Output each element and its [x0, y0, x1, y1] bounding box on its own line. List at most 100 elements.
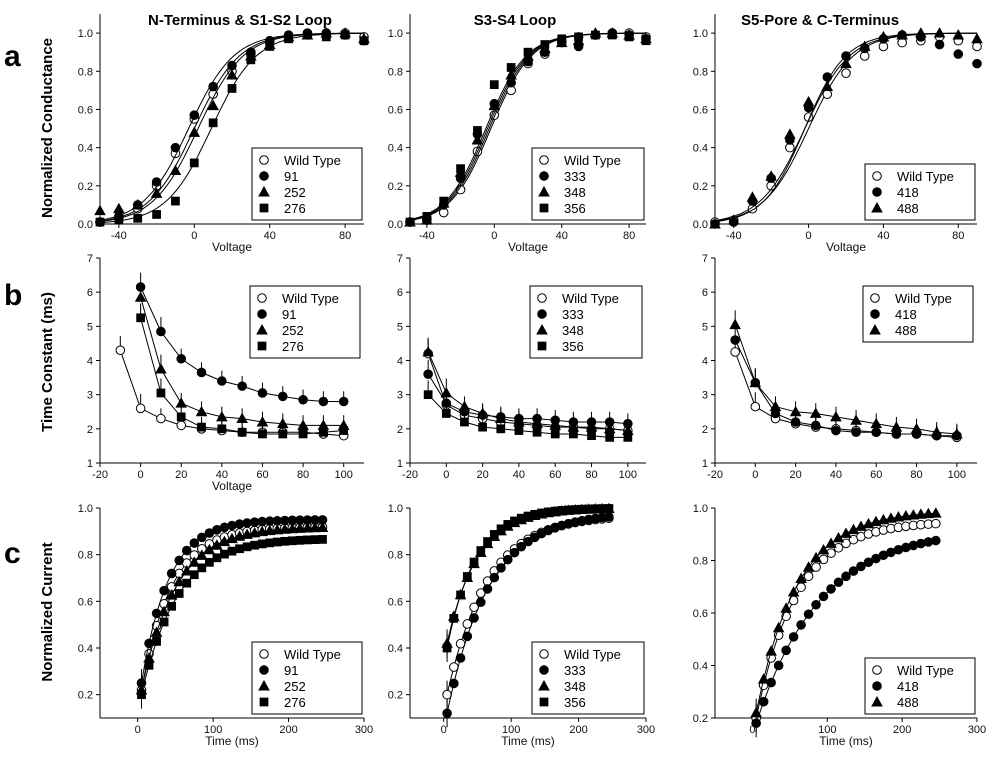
legend-box — [531, 641, 645, 715]
legend-marker — [257, 341, 267, 351]
legend-marker — [257, 293, 267, 303]
y-tick-label: 1.0 — [693, 503, 708, 515]
x-axis-label: Voltage — [212, 479, 252, 493]
x-tick-label: 20 — [476, 469, 488, 481]
data-point — [303, 535, 312, 545]
data-point — [95, 217, 105, 227]
data-point — [287, 536, 297, 546]
y-tick-label: 1.0 — [388, 28, 403, 40]
legend-label: 488 — [897, 695, 919, 710]
legend-marker — [539, 649, 549, 659]
legend-marker — [539, 697, 549, 707]
legend-marker — [259, 665, 269, 675]
data-point — [523, 536, 533, 547]
data-point — [871, 427, 882, 438]
x-tick-label: 80 — [952, 230, 964, 242]
y-tick-label: 1.0 — [693, 28, 708, 40]
data-point — [803, 571, 814, 582]
data-point — [205, 557, 214, 567]
data-point — [176, 353, 187, 364]
legend-marker — [539, 665, 549, 675]
series-group — [750, 507, 942, 738]
y-tick-label: 0.8 — [78, 550, 93, 562]
data-point — [532, 427, 542, 437]
legend-box — [251, 147, 363, 221]
data-point — [208, 81, 218, 92]
y-tick-label: 1 — [87, 458, 93, 470]
data-point — [772, 621, 785, 633]
y-tick-label: 5 — [87, 321, 93, 333]
data-point — [441, 409, 451, 418]
data-point — [439, 196, 449, 206]
legend-label: 333 — [564, 663, 586, 678]
legend-label: 252 — [282, 323, 304, 338]
data-point — [758, 696, 769, 707]
data-point — [489, 572, 500, 583]
data-point — [841, 571, 851, 582]
x-tick-label: 60 — [870, 469, 882, 481]
data-point — [802, 561, 815, 572]
data-point — [189, 158, 199, 168]
x-tick-label: 80 — [297, 469, 309, 481]
data-point — [750, 401, 761, 412]
data-point — [423, 390, 433, 400]
x-tick-label: 40 — [830, 469, 842, 481]
data-point — [821, 80, 834, 92]
legend-label: 348 — [564, 679, 586, 694]
y-tick-label: 3 — [87, 390, 93, 402]
data-point — [159, 585, 169, 596]
y-tick-label: 0.0 — [388, 219, 403, 231]
x-tick-label: 80 — [339, 230, 351, 242]
y-tick-label: 1.0 — [78, 503, 93, 515]
series-line — [119, 350, 344, 437]
data-point — [709, 218, 721, 229]
y-tick-label: 0.6 — [388, 596, 403, 608]
y-tick-label: 5 — [702, 321, 708, 333]
data-point — [298, 394, 308, 405]
data-point — [197, 532, 207, 543]
ylabel-row-a: Normalized Conductance — [39, 38, 56, 218]
data-point — [197, 422, 206, 432]
y-tick-label: 7 — [397, 253, 403, 265]
x-tick-label: 0 — [806, 230, 812, 242]
legend-label: Wild Type — [562, 291, 619, 306]
data-point — [176, 420, 187, 431]
y-tick-label: 0.6 — [78, 596, 93, 608]
y-tick-label: 7 — [702, 253, 708, 265]
data-point — [256, 525, 268, 537]
data-point — [294, 522, 306, 533]
data-point — [277, 391, 288, 402]
x-tick-label: 40 — [216, 469, 228, 481]
legend-marker — [872, 681, 882, 691]
data-point — [217, 424, 227, 434]
x-tick-label: 100 — [204, 724, 222, 736]
y-tick-label: 4 — [397, 356, 403, 368]
data-point — [796, 620, 806, 630]
data-point — [156, 388, 166, 398]
series-line — [734, 339, 957, 437]
data-point — [848, 566, 859, 576]
panel-c3: 0 100 200 300 0.2 0.4 0.6 0.8 1.0 Time (ms) Wild T… — [693, 503, 986, 748]
data-point — [831, 425, 841, 436]
data-point — [769, 400, 782, 412]
legend-marker — [871, 202, 883, 213]
x-tick-label: -40 — [726, 230, 742, 242]
data-point — [456, 164, 465, 174]
data-point — [442, 643, 452, 653]
data-point — [196, 367, 207, 378]
data-point — [359, 36, 369, 46]
data-point — [863, 557, 874, 568]
data-point — [496, 524, 506, 534]
x-tick-label: 40 — [264, 230, 276, 242]
data-point — [279, 523, 291, 534]
legend-label: 418 — [897, 679, 919, 694]
series-333 — [442, 512, 614, 728]
y-tick-label: 3 — [397, 390, 403, 402]
